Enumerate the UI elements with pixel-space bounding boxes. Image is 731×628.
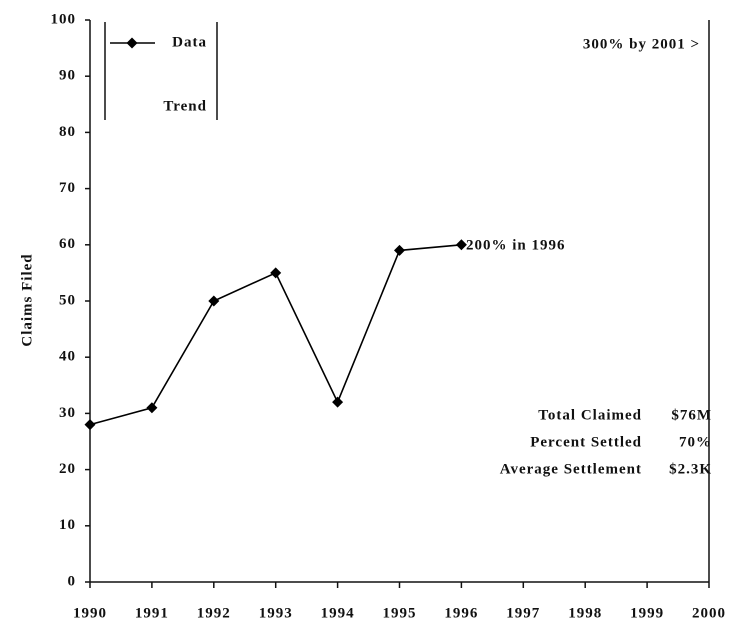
y-tick-label: 90 — [59, 68, 76, 84]
y-axis-label: Claims Filed — [19, 253, 35, 346]
x-tick-label: 2000 — [692, 605, 726, 621]
stat-value: $2.3K — [669, 461, 712, 477]
data-point — [394, 244, 405, 256]
data-point — [455, 239, 467, 251]
data-point — [146, 402, 158, 414]
legend-label: Trend — [163, 98, 207, 114]
legend-marker — [126, 37, 138, 49]
y-tick-label: 30 — [59, 405, 76, 421]
x-tick-label: 1991 — [135, 605, 169, 621]
y-tick-label: 10 — [59, 517, 76, 533]
x-tick-label: 1990 — [73, 605, 107, 621]
stat-value: $76M — [671, 407, 712, 423]
stat-label: Total Claimed — [538, 407, 642, 423]
x-tick-label: 1994 — [321, 605, 355, 621]
annotation: 300% by 2001 > — [583, 36, 700, 52]
data-point — [84, 419, 96, 431]
y-tick-label: 70 — [59, 180, 76, 196]
stat-value: 70% — [679, 434, 712, 450]
legend-label: Data — [172, 34, 207, 50]
y-tick-label: 0 — [68, 573, 77, 589]
y-tick-label: 80 — [59, 124, 76, 140]
data-point — [332, 396, 344, 408]
x-tick-label: 1999 — [630, 605, 664, 621]
y-tick-label: 40 — [59, 349, 76, 365]
y-tick-label: 50 — [59, 292, 76, 308]
x-tick-label: 1995 — [383, 605, 417, 621]
x-tick-label: 1998 — [568, 605, 602, 621]
x-tick-label: 1993 — [259, 605, 293, 621]
stat-label: Average Settlement — [500, 461, 642, 477]
x-tick-label: 1997 — [506, 605, 540, 621]
y-tick-label: 20 — [59, 461, 76, 477]
y-tick-label: 60 — [59, 236, 76, 252]
x-tick-label: 1992 — [197, 605, 231, 621]
annotation: 200% in 1996 — [466, 237, 566, 253]
x-tick-label: 1996 — [444, 605, 478, 621]
y-tick-label: 100 — [51, 11, 77, 27]
stat-label: Percent Settled — [530, 434, 642, 450]
data-point — [270, 267, 282, 279]
data-point — [208, 295, 220, 307]
